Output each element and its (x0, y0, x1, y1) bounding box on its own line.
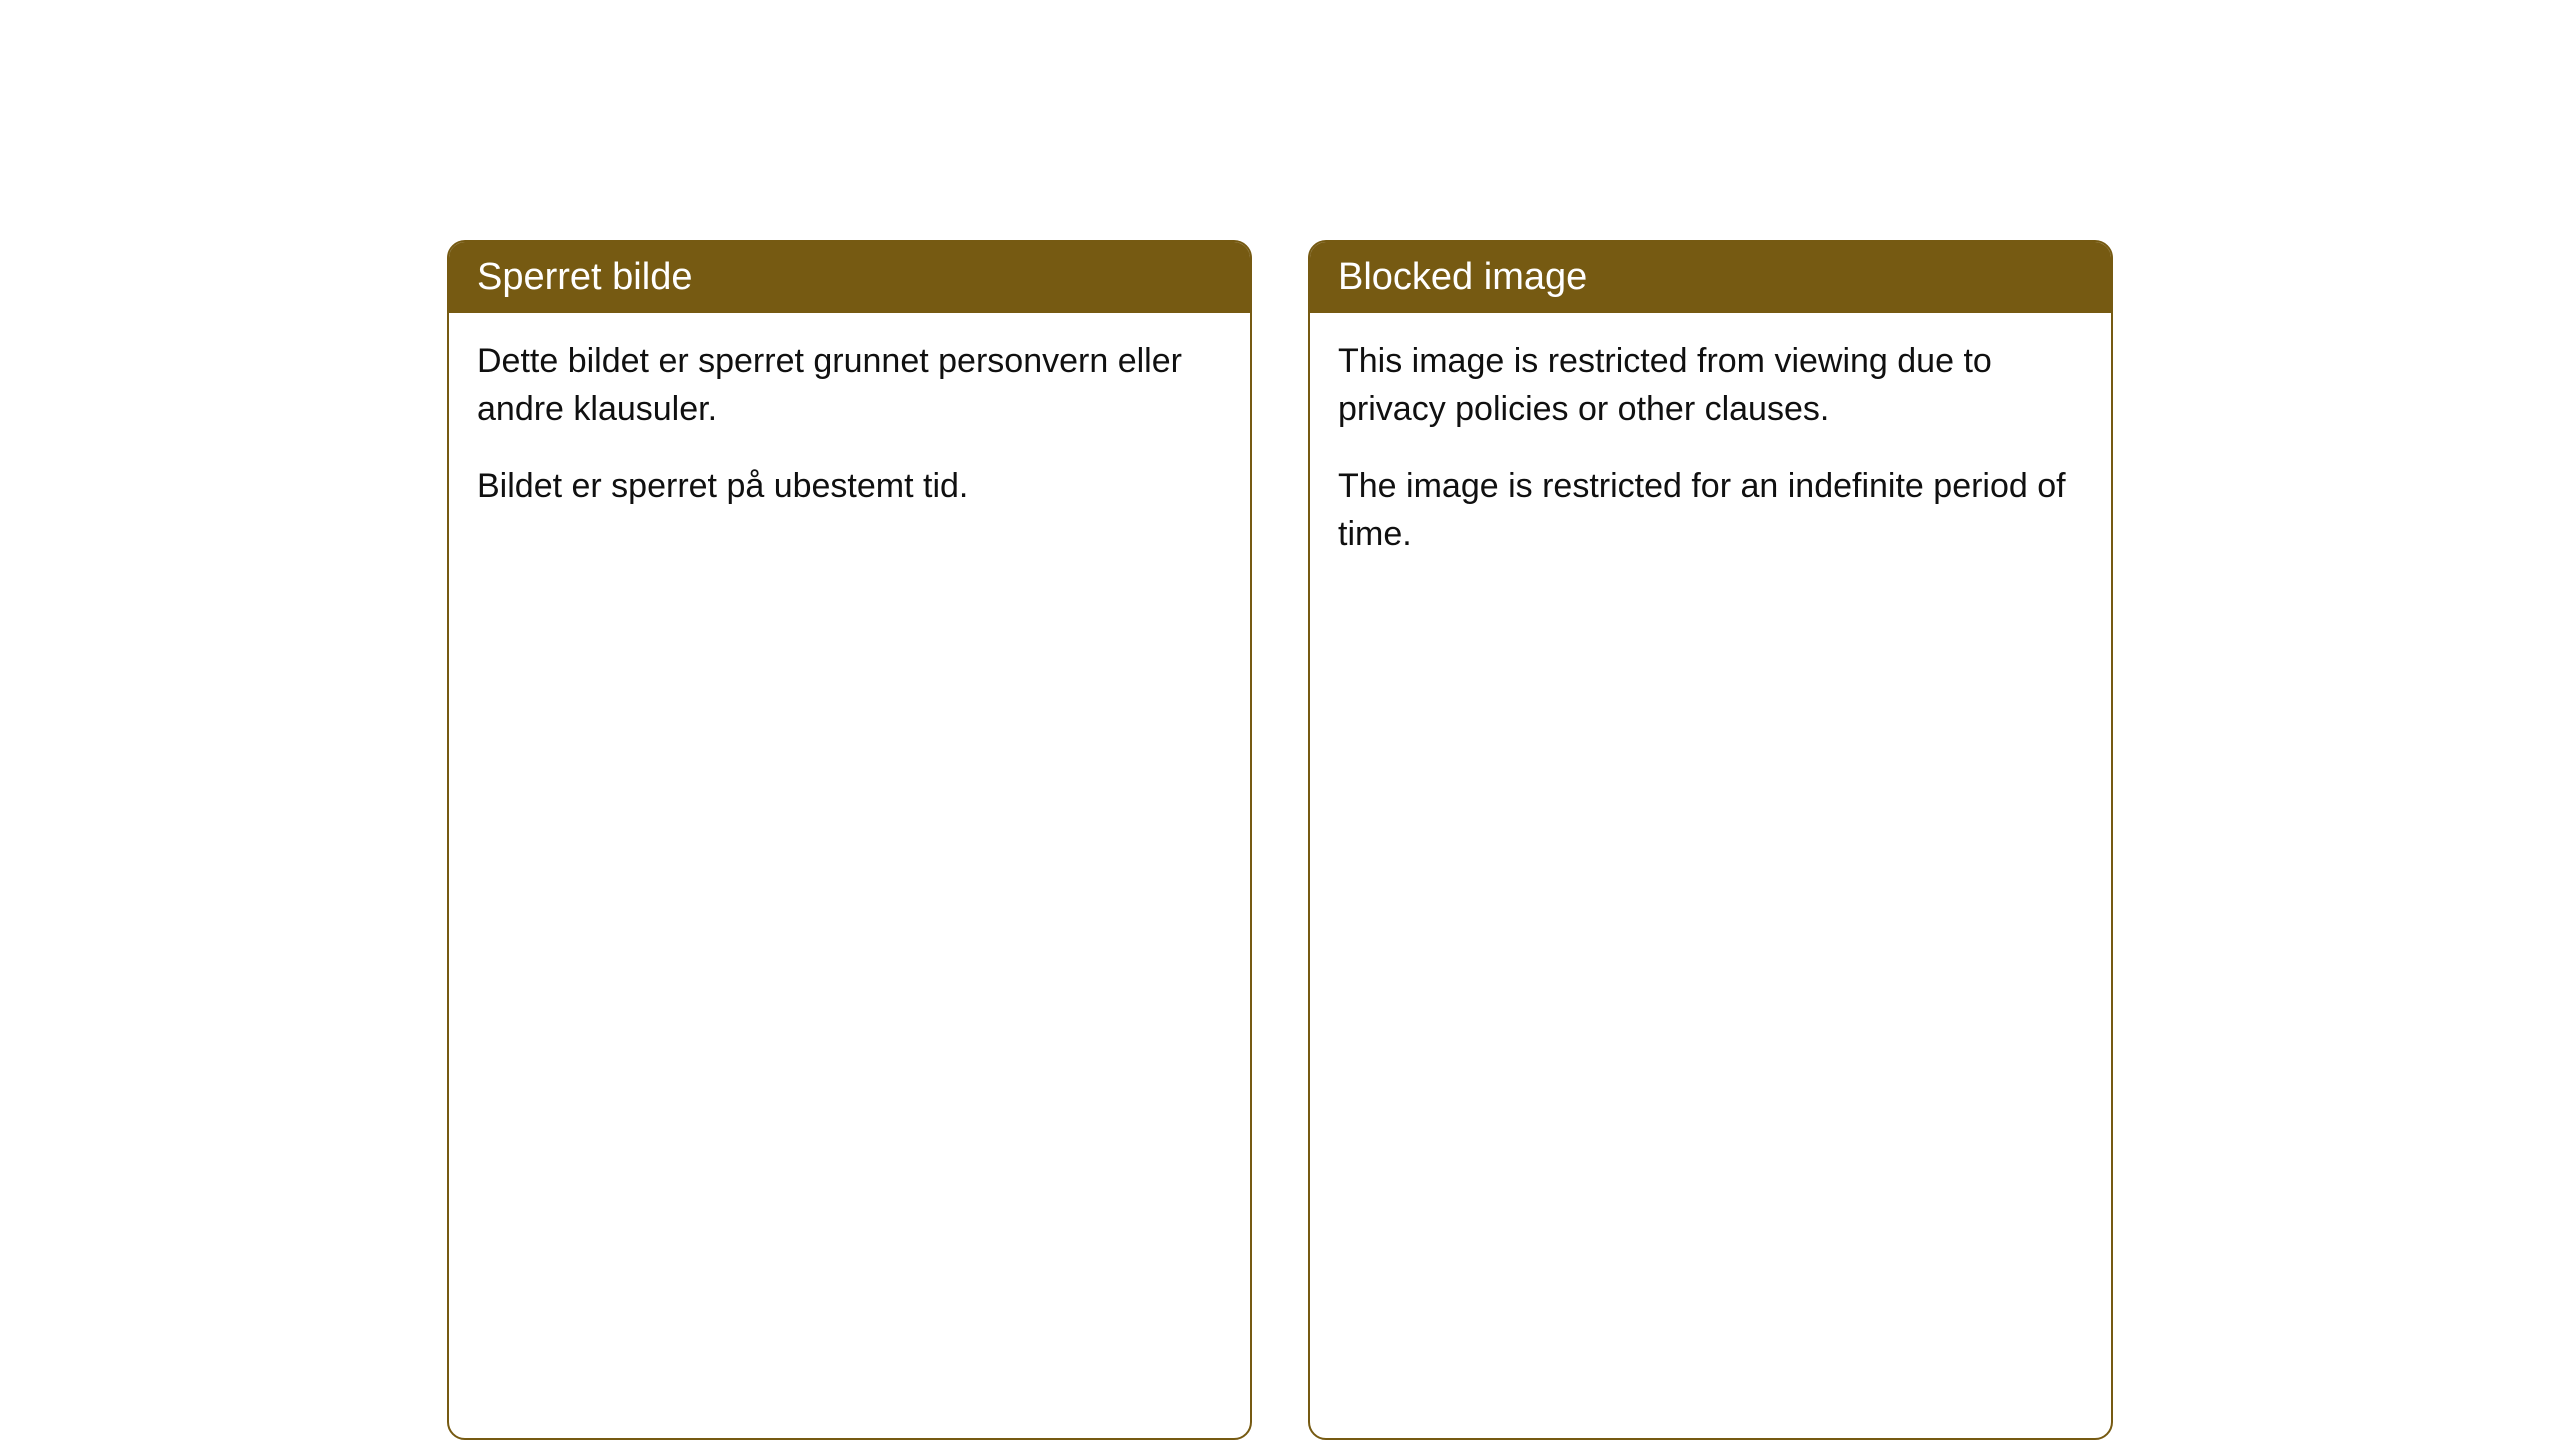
notice-paragraph: This image is restricted from viewing du… (1338, 337, 2083, 434)
notice-paragraph: Dette bildet er sperret grunnet personve… (477, 337, 1222, 434)
notice-header: Sperret bilde (449, 242, 1250, 313)
notice-body: Dette bildet er sperret grunnet personve… (449, 313, 1250, 550)
notice-container: Sperret bilde Dette bildet er sperret gr… (447, 240, 2113, 1440)
notice-title: Sperret bilde (477, 256, 692, 298)
blocked-image-notice-english: Blocked image This image is restricted f… (1308, 240, 2113, 1440)
notice-header: Blocked image (1310, 242, 2111, 313)
notice-body: This image is restricted from viewing du… (1310, 313, 2111, 598)
notice-title: Blocked image (1338, 256, 1587, 298)
blocked-image-notice-norwegian: Sperret bilde Dette bildet er sperret gr… (447, 240, 1252, 1440)
notice-paragraph: The image is restricted for an indefinit… (1338, 462, 2083, 559)
notice-paragraph: Bildet er sperret på ubestemt tid. (477, 462, 1222, 510)
